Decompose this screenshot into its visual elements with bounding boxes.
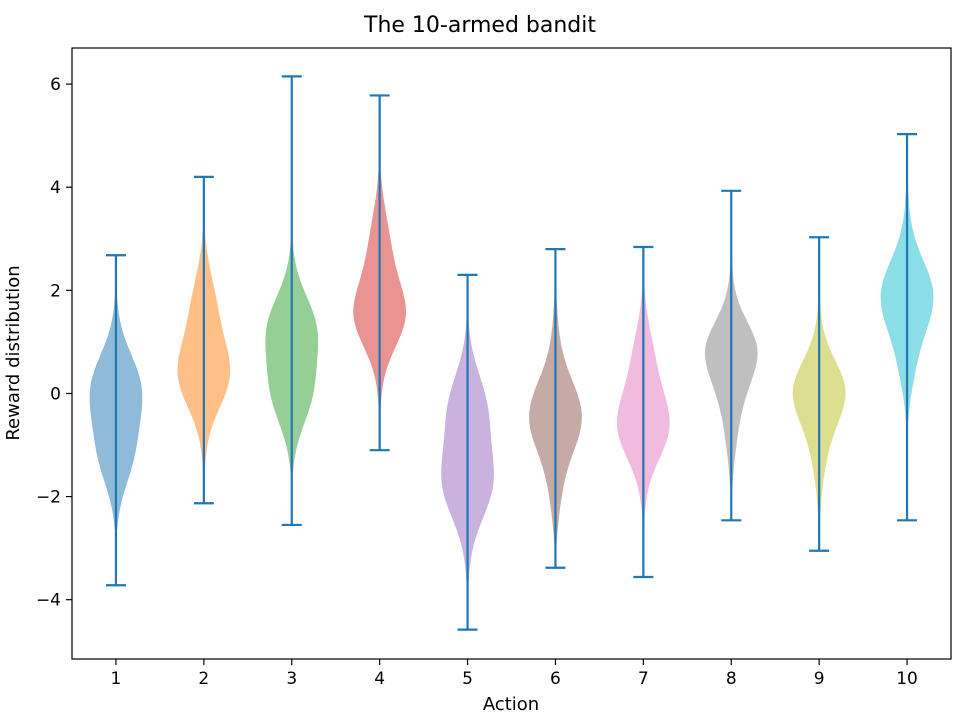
x-axis: 1 2 3 4 5 6 7 8 9 10 [111, 659, 918, 689]
x-tick-label: 1 [111, 669, 122, 689]
x-axis-label: Action [483, 694, 539, 715]
y-tick-label: 6 [50, 75, 61, 95]
whiskers-layer [105, 75, 918, 631]
x-tick-label: 8 [726, 669, 737, 689]
y-tick-label: −2 [36, 488, 61, 508]
y-axis-label: Reward distribution [3, 265, 24, 440]
x-tick-label: 3 [286, 669, 297, 689]
x-tick-label: 10 [896, 669, 918, 689]
y-axis: −4 −2 0 2 4 6 [36, 75, 72, 611]
y-tick-label: 0 [50, 384, 61, 404]
x-tick-label: 7 [638, 669, 649, 689]
chart-title: The 10-armed bandit [363, 13, 596, 38]
x-tick-label: 4 [374, 669, 385, 689]
y-tick-label: 4 [50, 178, 61, 198]
x-tick-label: 2 [198, 669, 209, 689]
y-tick-label: 2 [50, 281, 61, 301]
plot-frame [71, 47, 952, 660]
x-tick-label: 6 [550, 669, 561, 689]
y-tick-label: −4 [36, 591, 61, 611]
x-tick-label: 9 [814, 669, 825, 689]
x-tick-label: 5 [462, 669, 473, 689]
